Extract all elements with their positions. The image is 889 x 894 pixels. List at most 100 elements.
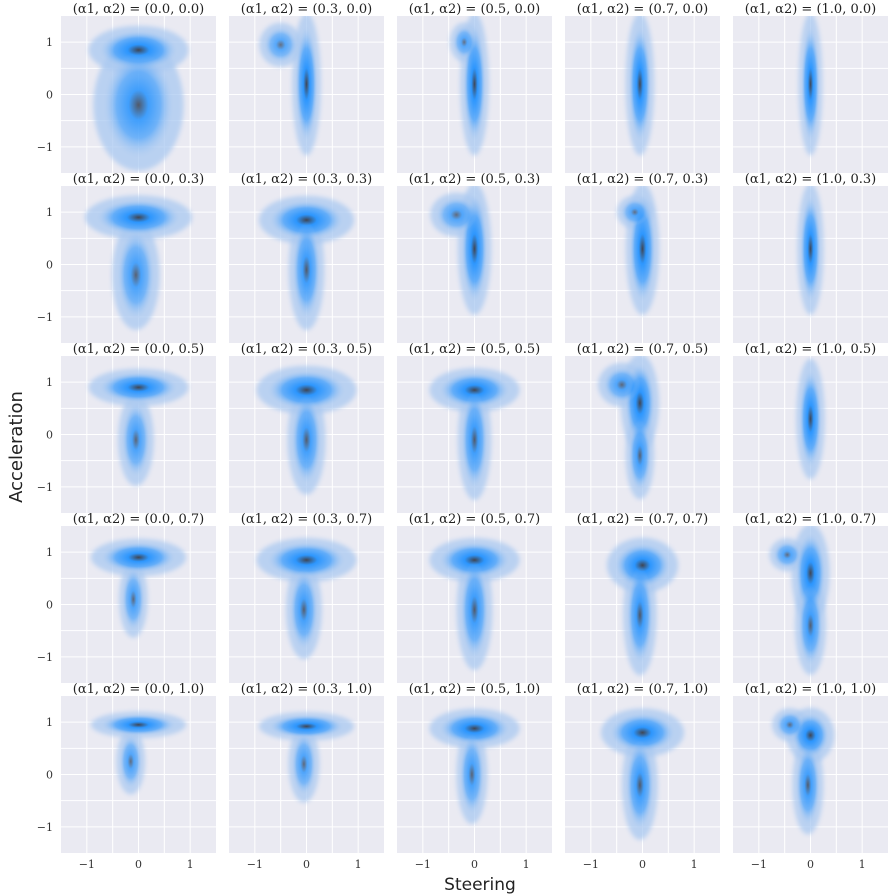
density-group	[449, 16, 489, 156]
density-core	[289, 569, 318, 650]
panel-1-4: (α1, α2) = (1.0, 0.3)	[733, 172, 888, 343]
panel-title: (α1, α2) = (0.5, 0.0)	[409, 2, 540, 17]
density-group	[796, 358, 825, 480]
density-core	[775, 711, 804, 739]
density-group	[85, 195, 192, 330]
x-axis-label: Steering	[444, 875, 516, 894]
panel-title: (α1, α2) = (1.0, 0.3)	[745, 172, 876, 187]
density-core	[101, 714, 176, 736]
density-core	[439, 542, 510, 578]
x-tick-label: 1	[859, 858, 866, 871]
panel-2-4: (α1, α2) = (1.0, 0.5)	[733, 342, 888, 513]
panel-title: (α1, α2) = (0.5, 0.7)	[409, 512, 540, 527]
panel-title: (α1, α2) = (0.3, 0.7)	[241, 512, 372, 527]
density-group	[259, 16, 321, 156]
y-tick-label: 1	[46, 546, 53, 559]
density-core	[798, 585, 823, 666]
panel-title: (α1, α2) = (0.0, 0.0)	[73, 2, 204, 17]
density-core	[773, 541, 802, 569]
panel-title: (α1, α2) = (0.5, 0.3)	[409, 172, 540, 187]
density-core	[99, 30, 178, 70]
panel-title: (α1, α2) = (0.5, 0.5)	[409, 342, 540, 357]
panel-2-2: (α1, α2) = (0.5, 0.5)	[397, 342, 552, 513]
density-group	[90, 538, 187, 638]
panel-2-1: (α1, α2) = (0.3, 0.5)	[229, 342, 384, 513]
panel-title: (α1, α2) = (0.0, 1.0)	[73, 682, 204, 697]
panel-3-2: (α1, α2) = (0.5, 0.7)	[397, 512, 552, 683]
y-tick-label: −1	[37, 821, 53, 834]
panel-0-3: (α1, α2) = (0.7, 0.0)	[565, 2, 720, 173]
density-core	[625, 740, 654, 830]
density-group	[258, 195, 355, 331]
y-tick-label: 0	[46, 769, 53, 782]
y-tick-label: 0	[46, 89, 53, 102]
density-core	[620, 198, 649, 226]
density-core	[614, 543, 671, 588]
y-tick-label: 1	[46, 716, 53, 729]
density-group	[769, 526, 830, 675]
panel-title: (α1, α2) = (1.0, 0.7)	[745, 512, 876, 527]
density-core	[460, 560, 489, 659]
y-tick-label: 0	[46, 259, 53, 272]
density-core	[269, 714, 344, 738]
density-group	[429, 368, 520, 501]
x-tick-label: 1	[523, 858, 530, 871]
density-core	[121, 402, 150, 478]
panel-0-2: (α1, α2) = (0.5, 0.0)	[397, 2, 552, 173]
panel-title: (α1, α2) = (0.7, 1.0)	[577, 682, 708, 697]
x-tick-label: 0	[135, 858, 142, 871]
x-tick-label: 0	[807, 858, 814, 871]
panel-2-3: (α1, α2) = (0.7, 0.5)	[565, 342, 720, 513]
density-core	[117, 230, 155, 320]
y-tick-label: 1	[46, 36, 53, 49]
y-tick-label: −1	[37, 141, 53, 154]
panel-3-0: (α1, α2) = (0.0, 0.7) −1 0 1	[37, 512, 216, 683]
panel-3-3: (α1, α2) = (0.7, 0.7)	[565, 512, 720, 683]
x-tick-label: 0	[471, 858, 478, 871]
density-core	[795, 533, 826, 614]
density-group	[772, 707, 835, 835]
density-core	[96, 199, 181, 236]
panel-0-1: (α1, α2) = (0.3, 0.0)	[229, 2, 384, 173]
density-core	[295, 26, 318, 142]
density-group	[430, 186, 492, 315]
density-core	[461, 390, 488, 489]
density-core	[99, 372, 178, 403]
density-core	[101, 542, 176, 573]
panel-title: (α1, α2) = (0.0, 0.5)	[73, 342, 204, 357]
density-core	[267, 370, 346, 410]
density-core	[269, 200, 344, 240]
density-core	[267, 542, 346, 578]
y-tick-label: 0	[46, 599, 53, 612]
panel-title: (α1, α2) = (0.7, 0.3)	[577, 172, 708, 187]
density-group	[256, 538, 357, 660]
density-core	[435, 196, 477, 233]
density-group	[429, 538, 520, 671]
density-core	[263, 26, 298, 63]
panel-2-0: (α1, α2) = (0.0, 0.5) −1 0 1	[37, 342, 216, 513]
density-core	[453, 26, 476, 59]
x-tick-label: −1	[79, 858, 95, 871]
density-group	[598, 356, 659, 500]
density-group	[88, 25, 189, 171]
panel-title: (α1, α2) = (0.5, 1.0)	[409, 682, 540, 697]
panel-title: (α1, α2) = (0.3, 0.3)	[241, 172, 372, 187]
density-core	[609, 713, 676, 753]
panels-group: (α1, α2) = (0.0, 0.0) −1 0 1 (α1, α2) = (0.3…	[37, 2, 888, 871]
density-core	[291, 395, 322, 485]
x-tick-label: −1	[247, 858, 263, 871]
x-tick-label: −1	[415, 858, 431, 871]
density-core	[292, 220, 321, 319]
density-group	[88, 368, 189, 486]
x-tick-label: 0	[303, 858, 310, 871]
x-tick-label: −1	[583, 858, 599, 871]
density-core	[122, 568, 145, 631]
density-core	[459, 734, 485, 815]
panel-4-0: (α1, α2) = (0.0, 1.0) −1 0 1 −1 0 1	[37, 682, 216, 871]
panel-title: (α1, α2) = (0.0, 0.7)	[73, 512, 204, 527]
x-tick-label: −1	[751, 858, 767, 871]
y-tick-label: −1	[37, 481, 53, 494]
y-tick-label: −1	[37, 651, 53, 664]
density-group	[797, 186, 824, 315]
panel-0-4: (α1, α2) = (1.0, 0.0)	[733, 2, 888, 173]
